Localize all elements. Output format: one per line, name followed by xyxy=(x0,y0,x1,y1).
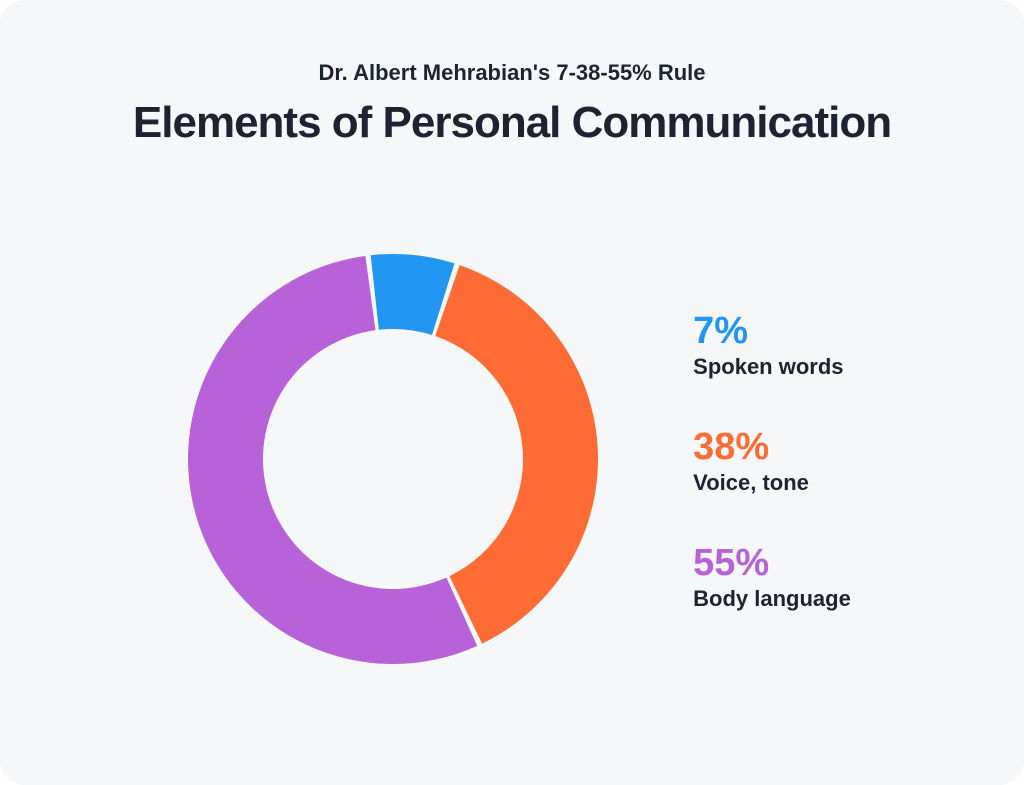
legend-item: 7% Spoken words xyxy=(693,312,851,380)
legend-label: Spoken words xyxy=(693,354,851,380)
donut-svg xyxy=(173,239,613,679)
donut-slice xyxy=(435,265,598,644)
legend: 7% Spoken words 38% Voice, tone 55% Body lang… xyxy=(693,312,851,612)
legend-label: Body language xyxy=(693,586,851,612)
infographic-card: Dr. Albert Mehrabian's 7-38-55% Rule Ele… xyxy=(0,0,1024,785)
header: Dr. Albert Mehrabian's 7-38-55% Rule Ele… xyxy=(50,60,974,148)
legend-percentage: 7% xyxy=(693,312,851,350)
legend-item: 55% Body language xyxy=(693,544,851,612)
legend-item: 38% Voice, tone xyxy=(693,428,851,496)
legend-percentage: 38% xyxy=(693,428,851,466)
legend-percentage: 55% xyxy=(693,544,851,582)
donut-chart xyxy=(173,239,613,684)
main-title: Elements of Personal Communication xyxy=(50,98,974,148)
legend-label: Voice, tone xyxy=(693,470,851,496)
content-row: 7% Spoken words 38% Voice, tone 55% Body lang… xyxy=(50,188,974,735)
subtitle: Dr. Albert Mehrabian's 7-38-55% Rule xyxy=(50,60,974,86)
